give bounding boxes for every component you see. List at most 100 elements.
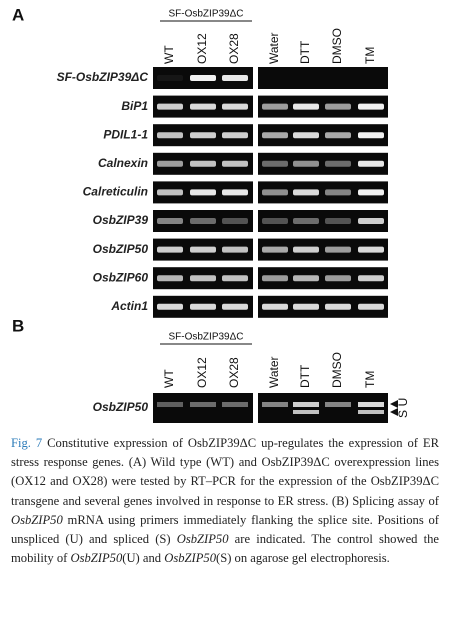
band: [222, 132, 248, 139]
caption-run: OsbZIP50: [164, 551, 217, 566]
band: [293, 275, 319, 282]
band: [190, 75, 216, 81]
band: [325, 103, 351, 110]
band: [262, 303, 288, 310]
lane-label: TM: [363, 47, 377, 64]
band: [325, 160, 351, 167]
band: [157, 189, 183, 196]
lane-label: TM: [363, 371, 377, 388]
band: [358, 218, 384, 224]
band: [190, 132, 216, 139]
band: [222, 246, 248, 253]
band: [190, 275, 216, 282]
lane-label: WT: [162, 45, 176, 64]
gene-label: SF-OsbZIP39ΔC: [57, 70, 149, 84]
band: [157, 218, 183, 224]
band: [293, 410, 319, 414]
band: [358, 160, 384, 167]
gene-label: OsbZIP50: [93, 400, 149, 414]
caption-run: are indicated. The control showed the mo…: [11, 532, 439, 566]
caption-run: mRNA using primers immediately flanking …: [11, 512, 439, 547]
gel: [258, 181, 388, 204]
band: [157, 103, 183, 110]
band: [358, 402, 384, 407]
gene-label: Actin1: [110, 299, 148, 313]
band: [262, 132, 288, 139]
gel: [258, 95, 388, 118]
band: [190, 160, 216, 167]
panel-label: B: [12, 316, 24, 335]
gene-label: PDIL1-1: [103, 127, 148, 141]
caption-run: (U) and: [122, 551, 165, 566]
band: [190, 218, 216, 224]
band: [293, 218, 319, 224]
gel: [258, 267, 388, 290]
band: [190, 303, 216, 310]
gel: [153, 210, 253, 232]
caption-run: (S) on agarose gel electrophoresis.: [216, 551, 390, 566]
lane-label: Water: [267, 356, 281, 388]
gene-label: OsbZIP39: [93, 213, 149, 227]
gel: [258, 152, 388, 175]
band: [325, 132, 351, 139]
band: [190, 402, 216, 407]
arrow: [390, 408, 398, 416]
band: [222, 189, 248, 196]
gel: [258, 295, 388, 318]
gene-label: Calreticulin: [83, 185, 148, 199]
lane-header: SF-OsbZIP39ΔC: [168, 332, 243, 343]
band: [293, 303, 319, 310]
figure: A SF-OsbZIP39ΔC WT OX12 OX28 Water DTT DMSO TM SF…: [12, 5, 410, 423]
band: [157, 75, 183, 81]
band: [222, 160, 248, 167]
gel: [153, 393, 253, 423]
gene-label: Calnexin: [98, 156, 148, 170]
arrow: [390, 400, 398, 408]
caption-run: OsbZIP50: [70, 551, 123, 566]
band: [325, 303, 351, 310]
lane-label: Water: [267, 32, 281, 64]
band: [325, 275, 351, 282]
band: [358, 275, 384, 282]
band: [157, 246, 183, 253]
band: [293, 132, 319, 139]
gel: [258, 210, 388, 232]
band: [325, 218, 351, 224]
lane-label: DTT: [298, 40, 312, 64]
lane-label: OX28: [227, 357, 241, 388]
lane-label: OX28: [227, 33, 241, 64]
lane-label: DMSO: [330, 28, 344, 64]
band: [157, 275, 183, 282]
band: [293, 189, 319, 196]
band: [358, 246, 384, 253]
band: [222, 402, 248, 407]
band: [293, 160, 319, 167]
lane-header: SF-OsbZIP39ΔC: [168, 9, 243, 20]
caption-run: Constitutive expression of OsbZIP39ΔC up…: [11, 436, 439, 508]
band: [157, 132, 183, 139]
band: [157, 402, 183, 407]
band: [325, 402, 351, 407]
band: [262, 189, 288, 196]
band: [262, 103, 288, 110]
band: [222, 275, 248, 282]
lane-label: OX12: [195, 33, 209, 64]
gene-label: BiP1: [121, 99, 148, 113]
band: [222, 75, 248, 81]
band: [262, 246, 288, 253]
gel: [258, 124, 388, 147]
band: [325, 189, 351, 196]
band: [293, 402, 319, 407]
band: [358, 303, 384, 310]
band: [358, 189, 384, 196]
caption: Fig. 7 Constitutive expression of OsbZIP…: [11, 434, 439, 568]
band: [293, 103, 319, 110]
gel: [258, 67, 388, 89]
band: [222, 303, 248, 310]
caption-run: OsbZIP50: [176, 532, 229, 547]
band: [293, 246, 319, 253]
band: [190, 103, 216, 110]
band: [358, 410, 384, 414]
band: [157, 303, 183, 310]
lane-label: OX12: [195, 357, 209, 388]
